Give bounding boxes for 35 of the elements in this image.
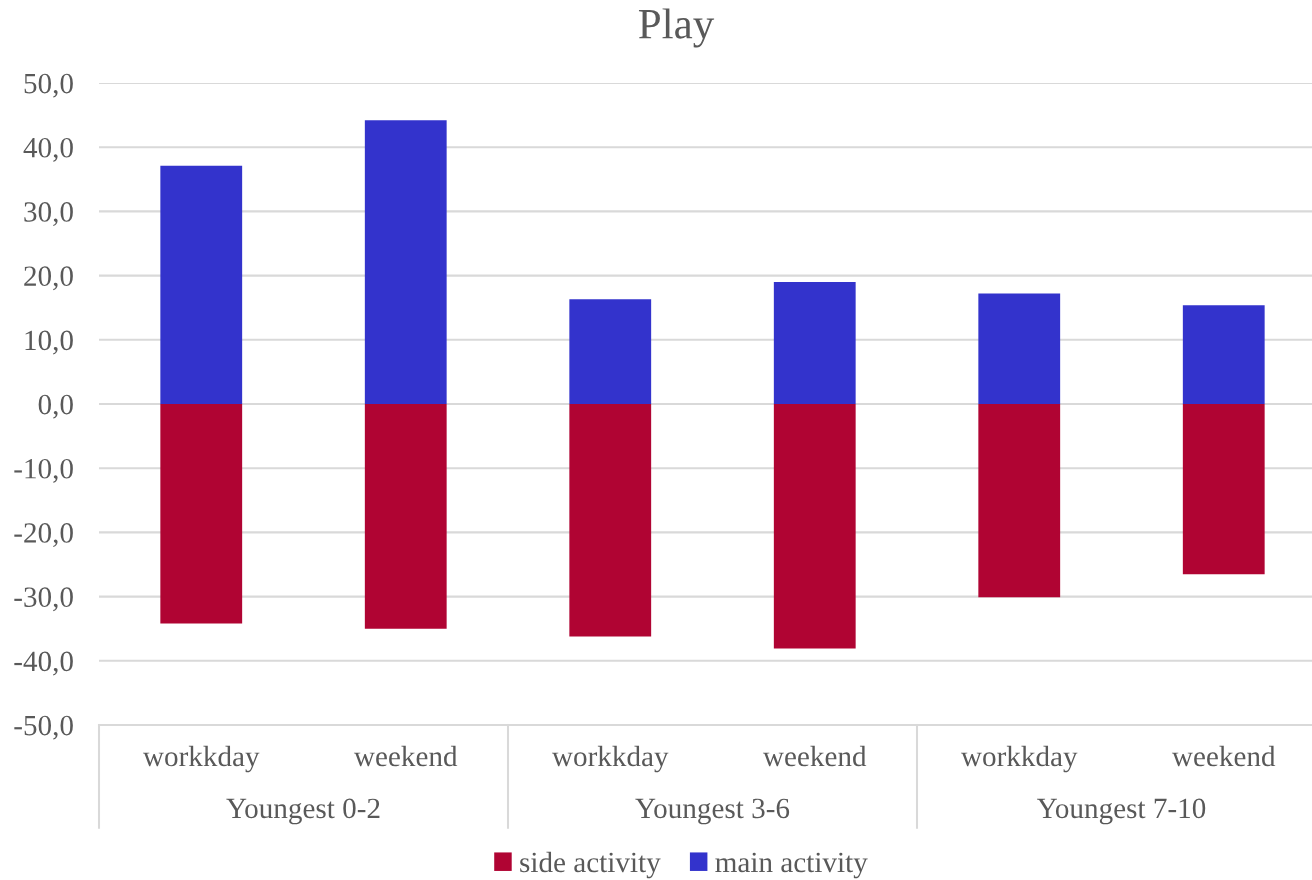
bar <box>364 120 447 404</box>
bar <box>1182 305 1265 404</box>
legend-label: side activity <box>520 851 661 879</box>
bar <box>773 404 856 649</box>
x-tick-label: workkday <box>142 745 260 773</box>
bar <box>160 165 243 404</box>
y-tick-label: 10,0 <box>25 330 73 355</box>
bar <box>773 282 856 404</box>
y-tick-label: -30,0 <box>14 587 73 612</box>
y-tick-label: -40,0 <box>14 651 73 676</box>
legend-label: main activity <box>715 852 868 879</box>
y-tick-label: 50,0 <box>24 73 73 98</box>
y-tick-label: 40,0 <box>23 137 73 162</box>
bar <box>364 404 447 629</box>
bar <box>978 293 1061 404</box>
bar <box>569 299 652 404</box>
text: Youngest 7-10 <box>1037 798 1206 825</box>
x-tick-label: workkday <box>551 745 669 773</box>
bar <box>160 404 243 624</box>
y-tick-label: -50,0 <box>14 715 73 740</box>
text: Youngest 0-2 <box>226 798 380 825</box>
text: Youngest 3-6 <box>635 798 790 825</box>
y-tick-label: 0,0 <box>38 394 73 419</box>
bar <box>1182 404 1265 575</box>
x-tick-label: weekend <box>353 745 458 767</box>
x-tick-label: workkday <box>960 745 1078 773</box>
y-tick-label: -10,0 <box>14 458 73 483</box>
chart-title: Play <box>638 8 715 48</box>
x-tick-label: weekend <box>1171 745 1276 767</box>
bar <box>978 404 1061 598</box>
bar <box>569 404 652 637</box>
y-tick-label: 20,0 <box>24 266 73 291</box>
y-tick-label: 30,0 <box>24 202 73 226</box>
x-tick-label: weekend <box>762 745 867 767</box>
y-tick-label: -20,0 <box>14 523 73 547</box>
